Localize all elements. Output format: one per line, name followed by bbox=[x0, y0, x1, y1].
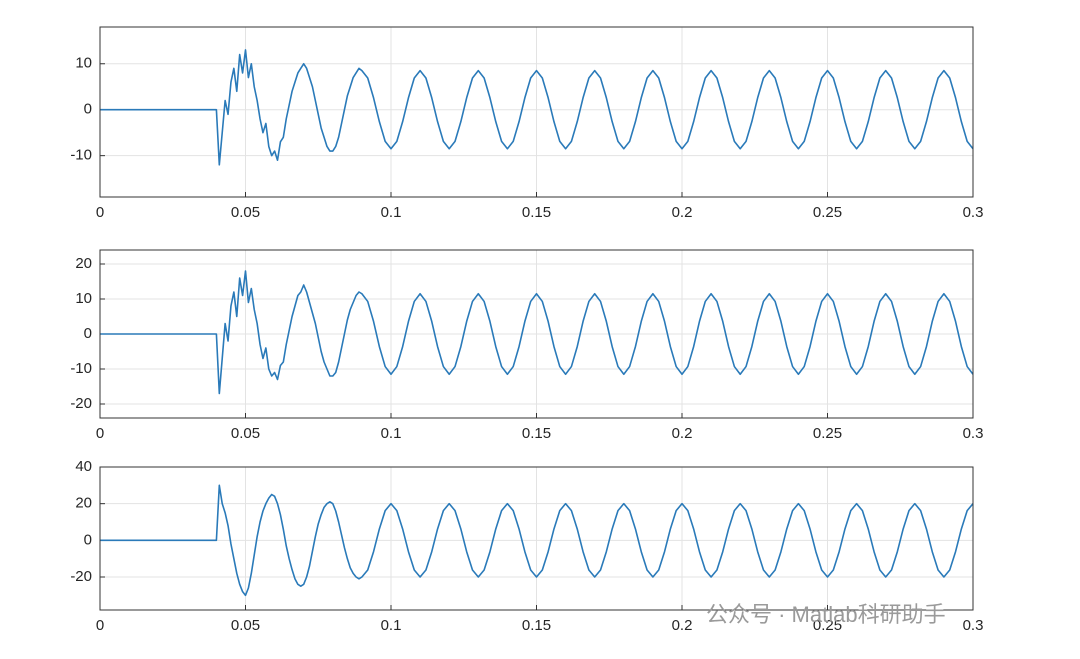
x-tick-label: 0.2 bbox=[672, 425, 693, 442]
x-tick-label: 0.1 bbox=[381, 204, 402, 221]
y-tick-label: -10 bbox=[70, 147, 92, 164]
y-tick-label: 0 bbox=[84, 325, 92, 342]
y-tick-label: -20 bbox=[70, 568, 92, 585]
signal-line bbox=[100, 270, 974, 395]
x-tick-label: 0.15 bbox=[522, 425, 551, 442]
y-tick-label: 20 bbox=[75, 255, 92, 272]
x-tick-label: 0.05 bbox=[231, 617, 260, 634]
x-tick-label: 0.1 bbox=[381, 425, 402, 442]
x-tick-label: 0 bbox=[96, 204, 104, 221]
x-tick-label: 0.15 bbox=[522, 204, 551, 221]
x-tick-label: 0.05 bbox=[231, 204, 260, 221]
x-tick-label: 0.25 bbox=[813, 617, 842, 634]
x-tick-label: 0.25 bbox=[813, 204, 842, 221]
watermark: 公众号 · Matlab科研助手 bbox=[706, 602, 946, 627]
y-tick-label: 10 bbox=[75, 290, 92, 307]
subplot: 0 0.05 0.1 0.15 0.2 0.25 0.3 -20 0 20 40 bbox=[70, 458, 983, 634]
y-tick-label: 10 bbox=[75, 55, 92, 72]
x-tick-label: 0.25 bbox=[813, 425, 842, 442]
subplot: 0 0.05 0.1 0.15 0.2 0.25 0.3 -20 -10 0 10 20 bbox=[70, 249, 984, 442]
subplot: 0 0.05 0.1 0.15 0.2 0.25 0.3 -10 0 10 bbox=[70, 26, 984, 221]
y-tick-label: 20 bbox=[75, 495, 92, 512]
x-tick-label: 0.2 bbox=[672, 204, 693, 221]
axes-box bbox=[99, 466, 974, 611]
x-tick-label: 0.15 bbox=[522, 617, 551, 634]
axes-box bbox=[99, 249, 974, 419]
x-tick-label: 0.3 bbox=[963, 425, 984, 442]
x-tick-label: 0.05 bbox=[231, 425, 260, 442]
y-tick-label: -10 bbox=[70, 360, 92, 377]
y-tick-label: 0 bbox=[84, 101, 92, 118]
signal-line bbox=[100, 49, 974, 166]
y-tick-label: 0 bbox=[84, 531, 92, 548]
x-tick-label: 0 bbox=[96, 617, 104, 634]
x-tick-label: 0 bbox=[96, 425, 104, 442]
signal-line bbox=[100, 484, 974, 597]
x-tick-label: 0.3 bbox=[963, 617, 984, 634]
x-tick-label: 0.1 bbox=[381, 617, 402, 634]
x-tick-label: 0.3 bbox=[963, 204, 984, 221]
y-tick-label: -20 bbox=[70, 395, 92, 412]
x-tick-label: 0.2 bbox=[672, 617, 693, 634]
axes-box bbox=[99, 26, 974, 198]
y-tick-label: 40 bbox=[75, 458, 92, 475]
